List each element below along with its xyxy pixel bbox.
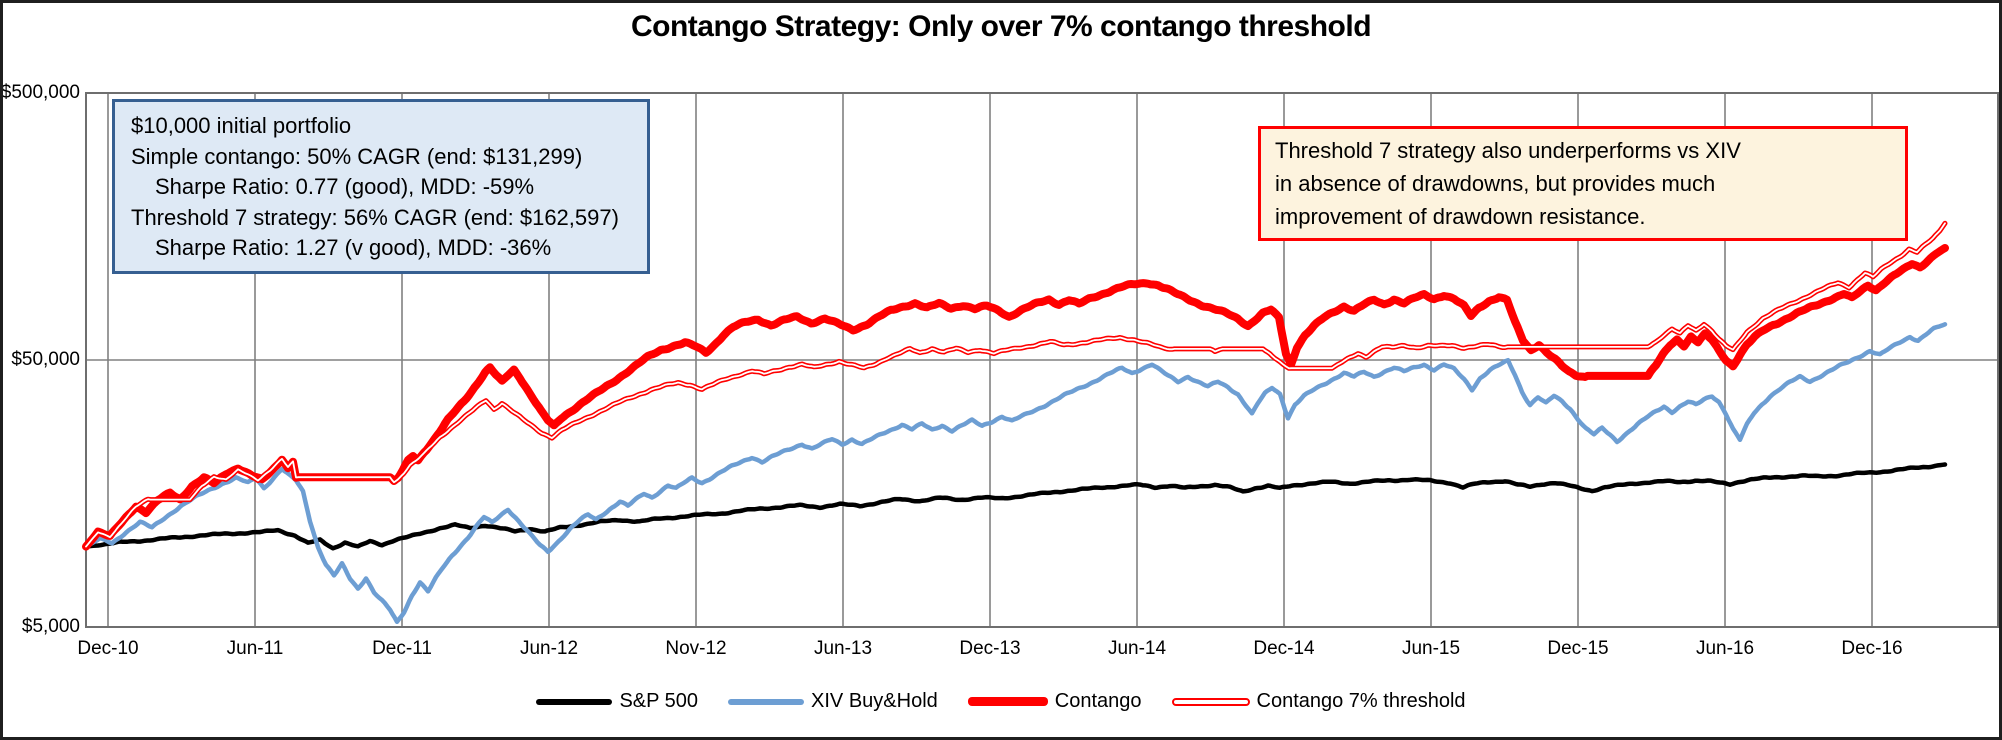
x-tick-label: Dec-10: [77, 638, 139, 659]
callout-line: in absence of drawdowns, but provides mu…: [1275, 171, 1716, 196]
y-tick-label: $5,000: [21, 616, 80, 637]
stats-line: Simple contango: 50% CAGR (end: $131,299…: [131, 143, 583, 169]
x-tick-label: Dec-16: [1841, 638, 1903, 659]
callout-annotation-box: Threshold 7 strategy also underperforms …: [1258, 126, 1908, 241]
stats-annotation-box: $10,000 initial portfolio Simple contango…: [112, 99, 650, 274]
x-tick-label: Jun-12: [519, 638, 579, 659]
y-tick-label: $500,000: [0, 82, 80, 103]
legend-item: XIV Buy&Hold: [728, 690, 938, 713]
stats-line: Threshold 7 strategy: 56% CAGR (end: $16…: [131, 204, 619, 230]
legend-swatch-icon: [728, 698, 805, 705]
legend-swatch-icon: [967, 697, 1048, 706]
y-tick-label: $50,000: [11, 349, 80, 370]
legend-swatch-icon: [536, 698, 613, 705]
legend-label: XIV Buy&Hold: [811, 690, 938, 712]
legend-swatch-icon: [1171, 697, 1250, 706]
x-tick-label: Jun-16: [1695, 638, 1755, 659]
x-tick-label: Jun-14: [1107, 638, 1167, 659]
legend-label: S&P 500: [619, 690, 699, 712]
x-tick-label: Jun-15: [1401, 638, 1461, 659]
x-tick-label: Dec-13: [959, 638, 1021, 659]
legend-label: Contango 7% threshold: [1256, 690, 1466, 712]
x-tick-label: Jun-13: [813, 638, 873, 659]
x-tick-label: Dec-14: [1253, 638, 1315, 659]
x-tick-label: Nov-12: [665, 638, 727, 659]
x-tick-label: Dec-11: [372, 638, 432, 659]
legend-item: S&P 500: [536, 690, 698, 713]
callout-line: Threshold 7 strategy also underperforms …: [1275, 138, 1741, 163]
legend-label: Contango: [1054, 690, 1142, 712]
stats-line: Sharpe Ratio: 1.27 (v good), MDD: -36%: [155, 235, 552, 260]
stats-line: $10,000 initial portfolio: [131, 113, 352, 138]
legend-item: Contango 7% threshold: [1171, 690, 1466, 713]
legend: S&P 500 XIV Buy&Hold Contango Contango 7% t…: [0, 690, 2002, 713]
x-tick-label: Dec-15: [1547, 638, 1609, 659]
chart-title: Contango Strategy: Only over 7% contango…: [630, 10, 1372, 43]
x-tick-label: Jun-11: [226, 638, 284, 659]
stats-line: Sharpe Ratio: 0.77 (good), MDD: -59%: [155, 174, 535, 199]
legend-item: Contango: [967, 690, 1142, 713]
callout-line: improvement of drawdown resistance.: [1275, 204, 1646, 229]
